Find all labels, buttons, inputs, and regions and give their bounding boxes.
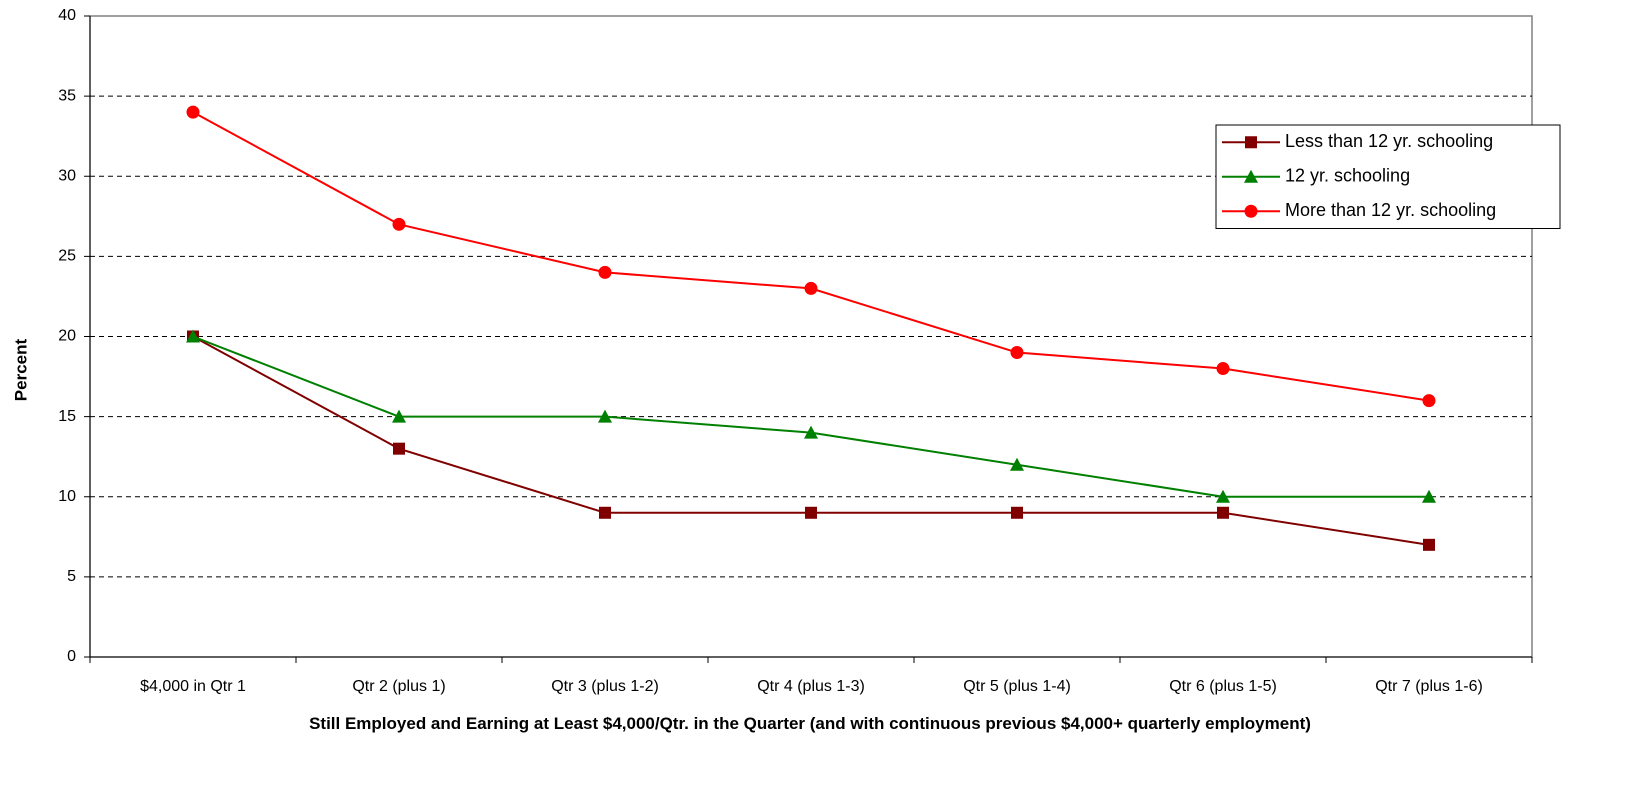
y-tick-label: 40 — [58, 7, 76, 24]
x-tick-label: Qtr 3 (plus 1-2) — [551, 678, 659, 695]
data-point — [1011, 506, 1023, 519]
data-point — [392, 217, 406, 231]
data-point — [804, 281, 818, 295]
legend-marker — [1244, 169, 1258, 183]
legend-marker — [1244, 204, 1258, 218]
y-tick-label: 20 — [58, 328, 76, 345]
y-axis-title: Percent — [11, 338, 30, 401]
y-tick-label: 25 — [58, 248, 76, 265]
legend-label: 12 yr. schooling — [1285, 166, 1410, 186]
y-tick-label: 35 — [58, 87, 76, 104]
x-tick-label: Qtr 7 (plus 1-6) — [1375, 678, 1483, 695]
data-point — [186, 329, 200, 343]
y-tick-label: 30 — [58, 167, 76, 184]
x-tick-label: Qtr 6 (plus 1-5) — [1169, 678, 1277, 695]
data-point — [1422, 489, 1436, 503]
data-point — [1010, 346, 1024, 360]
data-point — [598, 409, 612, 423]
x-tick-label: Qtr 5 (plus 1-4) — [963, 678, 1071, 695]
data-point — [598, 265, 612, 279]
data-point — [393, 442, 405, 455]
y-tick-label: 0 — [67, 648, 76, 665]
data-point — [805, 506, 817, 519]
legend-label: More than 12 yr. schooling — [1285, 200, 1496, 220]
data-point — [599, 506, 611, 519]
data-point — [1217, 506, 1229, 519]
y-tick-label: 5 — [67, 568, 76, 585]
x-axis-title: Still Employed and Earning at Least $4,0… — [309, 714, 1311, 733]
data-point — [804, 425, 818, 439]
data-point — [1010, 457, 1024, 471]
data-point — [1216, 362, 1230, 376]
y-tick-label: 15 — [58, 408, 76, 425]
data-point — [392, 409, 406, 423]
legend-label: Less than 12 yr. schooling — [1285, 131, 1493, 151]
legend-marker — [1245, 136, 1257, 149]
data-point — [186, 105, 200, 119]
x-tick-label: Qtr 4 (plus 1-3) — [757, 678, 865, 695]
data-point — [1422, 394, 1436, 408]
data-point — [1216, 489, 1230, 503]
x-tick-label: $4,000 in Qtr 1 — [140, 678, 246, 695]
data-point — [1423, 538, 1435, 551]
x-tick-label: Qtr 2 (plus 1) — [352, 678, 445, 695]
y-tick-label: 10 — [58, 488, 76, 505]
